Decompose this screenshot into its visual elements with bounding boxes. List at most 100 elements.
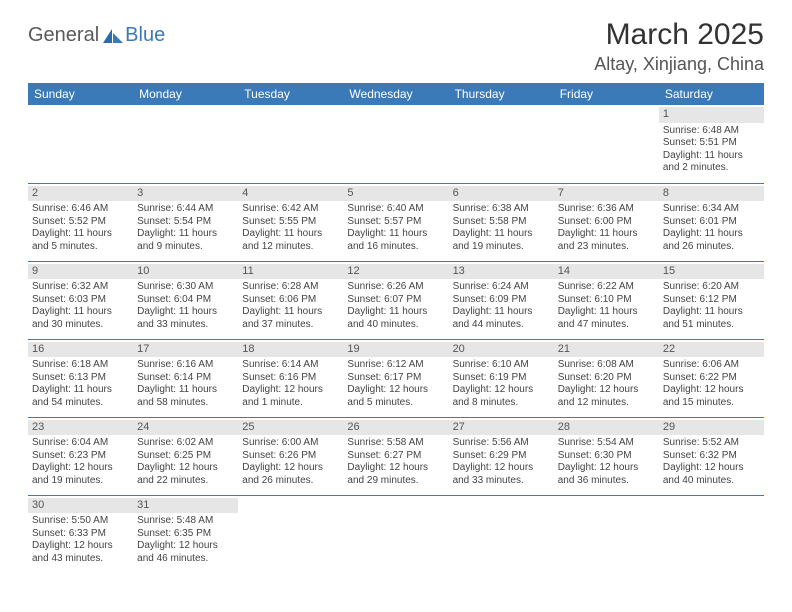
daylight-text: Daylight: 11 hours and 40 minutes.	[347, 306, 444, 331]
sunrise-text: Sunrise: 6:02 AM	[137, 437, 234, 450]
sunrise-text: Sunrise: 5:58 AM	[347, 437, 444, 450]
calendar-cell: 29Sunrise: 5:52 AMSunset: 6:32 PMDayligh…	[659, 417, 764, 495]
sunrise-text: Sunrise: 5:54 AM	[558, 437, 655, 450]
sunset-text: Sunset: 6:35 PM	[137, 528, 234, 541]
daylight-text: Daylight: 11 hours and 2 minutes.	[663, 150, 760, 175]
day-number: 13	[449, 264, 554, 280]
sunrise-text: Sunrise: 6:48 AM	[663, 125, 760, 138]
day-number: 8	[659, 186, 764, 202]
sail-icon	[103, 29, 123, 43]
calendar-cell	[343, 495, 448, 573]
calendar-cell: 8Sunrise: 6:34 AMSunset: 6:01 PMDaylight…	[659, 183, 764, 261]
calendar-cell: 12Sunrise: 6:26 AMSunset: 6:07 PMDayligh…	[343, 261, 448, 339]
calendar-body: 1Sunrise: 6:48 AMSunset: 5:51 PMDaylight…	[28, 105, 764, 573]
sunset-text: Sunset: 6:16 PM	[242, 372, 339, 385]
sunset-text: Sunset: 6:26 PM	[242, 450, 339, 463]
day-number: 31	[133, 498, 238, 514]
day-number: 23	[28, 420, 133, 436]
calendar-row: 30Sunrise: 5:50 AMSunset: 6:33 PMDayligh…	[28, 495, 764, 573]
day-number: 17	[133, 342, 238, 358]
day-number: 19	[343, 342, 448, 358]
sunrise-text: Sunrise: 6:04 AM	[32, 437, 129, 450]
sunrise-text: Sunrise: 6:10 AM	[453, 359, 550, 372]
col-wednesday: Wednesday	[343, 83, 448, 105]
day-number: 7	[554, 186, 659, 202]
sunrise-text: Sunrise: 6:30 AM	[137, 281, 234, 294]
location-subtitle: Altay, Xinjiang, China	[594, 54, 764, 75]
daylight-text: Daylight: 11 hours and 58 minutes.	[137, 384, 234, 409]
daylight-text: Daylight: 12 hours and 15 minutes.	[663, 384, 760, 409]
calendar-cell: 20Sunrise: 6:10 AMSunset: 6:19 PMDayligh…	[449, 339, 554, 417]
daylight-text: Daylight: 11 hours and 26 minutes.	[663, 228, 760, 253]
sunset-text: Sunset: 6:23 PM	[32, 450, 129, 463]
sunrise-text: Sunrise: 6:14 AM	[242, 359, 339, 372]
sunset-text: Sunset: 5:51 PM	[663, 137, 760, 150]
daylight-text: Daylight: 12 hours and 46 minutes.	[137, 540, 234, 565]
daylight-text: Daylight: 11 hours and 5 minutes.	[32, 228, 129, 253]
calendar-cell: 23Sunrise: 6:04 AMSunset: 6:23 PMDayligh…	[28, 417, 133, 495]
sunset-text: Sunset: 6:12 PM	[663, 294, 760, 307]
daylight-text: Daylight: 12 hours and 8 minutes.	[453, 384, 550, 409]
logo: General Blue	[28, 24, 165, 47]
calendar-cell: 3Sunrise: 6:44 AMSunset: 5:54 PMDaylight…	[133, 183, 238, 261]
sunrise-text: Sunrise: 6:22 AM	[558, 281, 655, 294]
calendar-cell: 17Sunrise: 6:16 AMSunset: 6:14 PMDayligh…	[133, 339, 238, 417]
calendar-cell: 5Sunrise: 6:40 AMSunset: 5:57 PMDaylight…	[343, 183, 448, 261]
calendar-cell: 18Sunrise: 6:14 AMSunset: 6:16 PMDayligh…	[238, 339, 343, 417]
calendar-cell: 21Sunrise: 6:08 AMSunset: 6:20 PMDayligh…	[554, 339, 659, 417]
sunset-text: Sunset: 6:27 PM	[347, 450, 444, 463]
daylight-text: Daylight: 11 hours and 33 minutes.	[137, 306, 234, 331]
day-number: 20	[449, 342, 554, 358]
logo-text-general: General	[28, 24, 99, 47]
daylight-text: Daylight: 11 hours and 12 minutes.	[242, 228, 339, 253]
sunset-text: Sunset: 6:25 PM	[137, 450, 234, 463]
sunrise-text: Sunrise: 6:38 AM	[453, 203, 550, 216]
sunset-text: Sunset: 6:01 PM	[663, 216, 760, 229]
daylight-text: Daylight: 11 hours and 37 minutes.	[242, 306, 339, 331]
daylight-text: Daylight: 12 hours and 29 minutes.	[347, 462, 444, 487]
sunrise-text: Sunrise: 6:12 AM	[347, 359, 444, 372]
calendar-cell: 9Sunrise: 6:32 AMSunset: 6:03 PMDaylight…	[28, 261, 133, 339]
calendar-cell: 10Sunrise: 6:30 AMSunset: 6:04 PMDayligh…	[133, 261, 238, 339]
calendar-cell: 28Sunrise: 5:54 AMSunset: 6:30 PMDayligh…	[554, 417, 659, 495]
daylight-text: Daylight: 12 hours and 22 minutes.	[137, 462, 234, 487]
sunset-text: Sunset: 6:04 PM	[137, 294, 234, 307]
calendar-cell: 31Sunrise: 5:48 AMSunset: 6:35 PMDayligh…	[133, 495, 238, 573]
daylight-text: Daylight: 11 hours and 16 minutes.	[347, 228, 444, 253]
sunrise-text: Sunrise: 6:36 AM	[558, 203, 655, 216]
day-number: 6	[449, 186, 554, 202]
calendar-cell: 2Sunrise: 6:46 AMSunset: 5:52 PMDaylight…	[28, 183, 133, 261]
daylight-text: Daylight: 12 hours and 1 minute.	[242, 384, 339, 409]
calendar-cell	[659, 495, 764, 573]
day-number: 11	[238, 264, 343, 280]
col-friday: Friday	[554, 83, 659, 105]
sunrise-text: Sunrise: 6:00 AM	[242, 437, 339, 450]
daylight-text: Daylight: 12 hours and 43 minutes.	[32, 540, 129, 565]
day-number: 16	[28, 342, 133, 358]
sunset-text: Sunset: 6:03 PM	[32, 294, 129, 307]
calendar-cell: 7Sunrise: 6:36 AMSunset: 6:00 PMDaylight…	[554, 183, 659, 261]
day-number: 22	[659, 342, 764, 358]
calendar-cell	[554, 495, 659, 573]
calendar-cell	[28, 105, 133, 183]
day-number: 14	[554, 264, 659, 280]
calendar-cell: 27Sunrise: 5:56 AMSunset: 6:29 PMDayligh…	[449, 417, 554, 495]
calendar-cell: 15Sunrise: 6:20 AMSunset: 6:12 PMDayligh…	[659, 261, 764, 339]
daylight-text: Daylight: 12 hours and 12 minutes.	[558, 384, 655, 409]
day-number: 15	[659, 264, 764, 280]
daylight-text: Daylight: 11 hours and 44 minutes.	[453, 306, 550, 331]
day-number: 29	[659, 420, 764, 436]
daylight-text: Daylight: 11 hours and 19 minutes.	[453, 228, 550, 253]
col-thursday: Thursday	[449, 83, 554, 105]
sunset-text: Sunset: 6:07 PM	[347, 294, 444, 307]
sunrise-text: Sunrise: 6:24 AM	[453, 281, 550, 294]
sunrise-text: Sunrise: 6:34 AM	[663, 203, 760, 216]
calendar-cell: 16Sunrise: 6:18 AMSunset: 6:13 PMDayligh…	[28, 339, 133, 417]
daylight-text: Daylight: 11 hours and 30 minutes.	[32, 306, 129, 331]
calendar-cell: 22Sunrise: 6:06 AMSunset: 6:22 PMDayligh…	[659, 339, 764, 417]
sunset-text: Sunset: 6:09 PM	[453, 294, 550, 307]
day-number: 4	[238, 186, 343, 202]
sunset-text: Sunset: 6:33 PM	[32, 528, 129, 541]
weekday-header-row: Sunday Monday Tuesday Wednesday Thursday…	[28, 83, 764, 105]
sunrise-text: Sunrise: 6:26 AM	[347, 281, 444, 294]
